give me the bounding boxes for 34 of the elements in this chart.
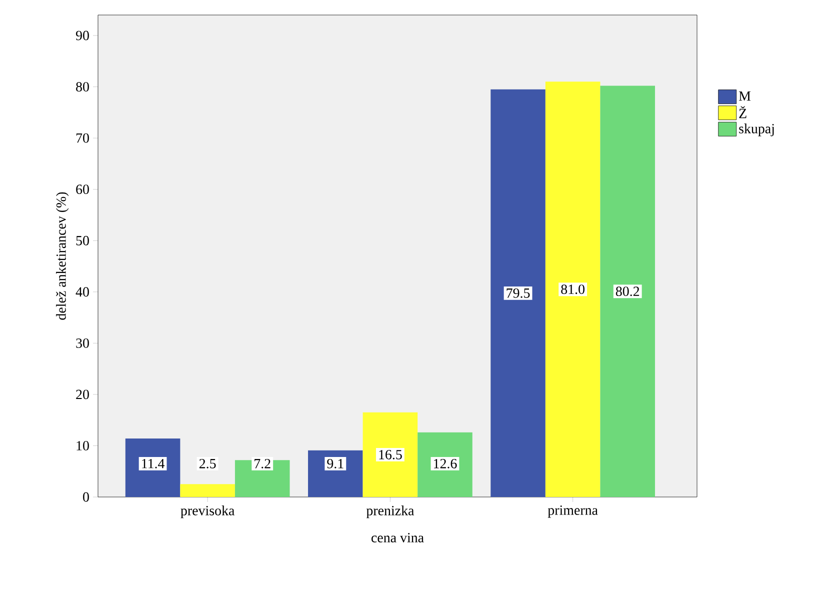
data-label: 2.5	[199, 458, 216, 468]
y-tick-label: 10	[76, 441, 89, 450]
y-tick-label: 0	[83, 492, 89, 502]
bar	[418, 432, 472, 497]
data-label: 80.2	[616, 286, 640, 296]
legend-label: skupaj	[739, 124, 774, 136]
y-tick-label: 50	[76, 236, 89, 246]
bar	[490, 89, 546, 497]
bar	[180, 484, 235, 497]
y-tick-label: 90	[76, 30, 89, 40]
data-label: 79.5	[506, 288, 530, 298]
y-tick-label: 40	[76, 287, 89, 297]
x-tick-label: primerna	[548, 506, 598, 518]
data-label: 16.5	[379, 450, 402, 460]
y-tick-label: 30	[76, 338, 89, 348]
bar	[362, 412, 418, 497]
bar	[545, 82, 600, 497]
legend-label: Ž	[739, 106, 746, 118]
x-axis-title: cena vina	[372, 533, 424, 542]
legend-label: M	[738, 91, 751, 101]
bar	[308, 450, 363, 497]
y-tick-label: 20	[76, 390, 89, 400]
y-tick-label: 60	[76, 184, 89, 194]
y-axis-title: delež anketirancev (%)	[56, 192, 69, 320]
data-label: 11.4	[142, 458, 165, 468]
bar	[600, 86, 656, 497]
data-label: 9.1	[327, 458, 344, 468]
data-label: 12.6	[434, 458, 457, 468]
y-tick-label: 70	[76, 133, 89, 143]
x-tick-label: previsoka	[180, 506, 234, 518]
data-label: 81.0	[561, 284, 584, 294]
x-tick-label: prenizka	[366, 506, 414, 518]
data-label: 7.2	[254, 458, 270, 468]
y-tick-label: 80	[76, 82, 89, 92]
